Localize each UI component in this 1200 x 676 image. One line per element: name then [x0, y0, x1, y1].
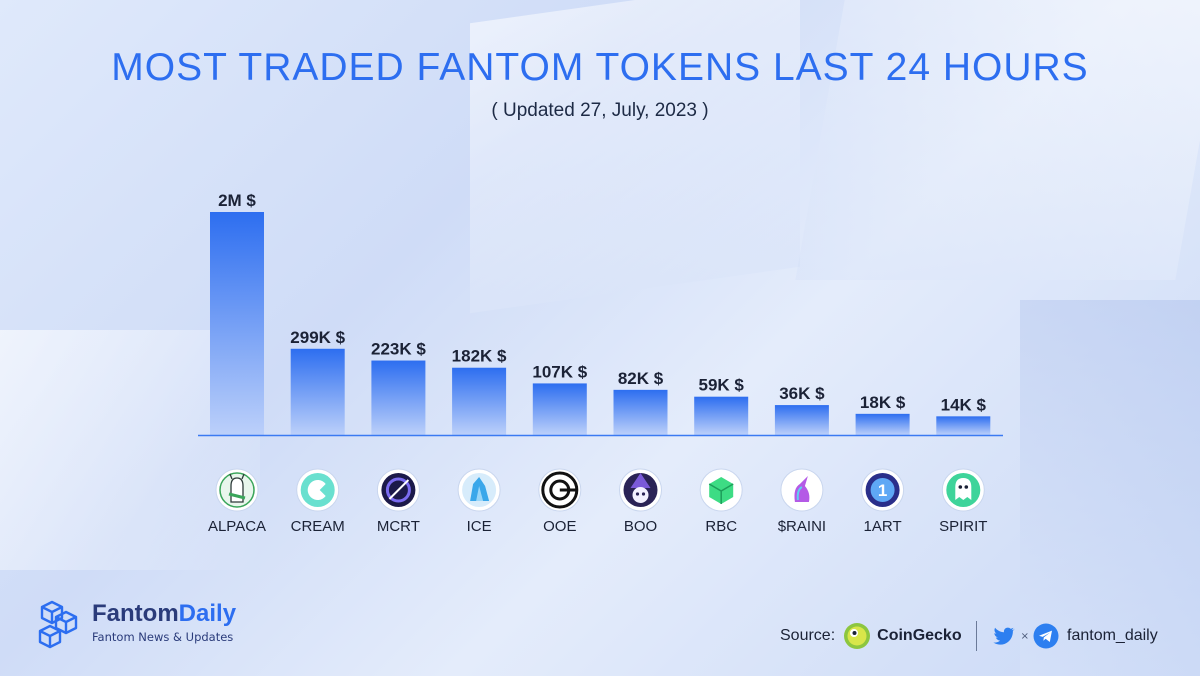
value-label: 299K $: [290, 328, 345, 347]
value-label: 82K $: [618, 369, 664, 388]
chart-subtitle: ( Updated 27, July, 2023 ): [491, 100, 709, 121]
source-name: CoinGecko: [877, 627, 962, 644]
brand-name: FantomDaily: [92, 600, 236, 628]
twitter-icon: [993, 627, 1015, 645]
bar-alpaca: [210, 212, 264, 435]
alpaca-icon: [215, 468, 259, 512]
tick-labels-layer: ALPACA CREAM MCRT ICE OOE BOO RBC $RAINI 1ART SPI…: [208, 518, 988, 535]
tick-label: OOE: [543, 518, 576, 535]
bars-layer: 2M $ 299K $ 223K $ 182K $ 107K $ 82K $ 59K $ 36…: [210, 191, 991, 435]
tick-label: MCRT: [377, 518, 420, 535]
cream-icon: [296, 468, 340, 512]
bar-ice: [452, 367, 507, 435]
value-label: 2M $: [218, 191, 256, 210]
brand-logo: FantomDaily Fantom News & Updates: [36, 598, 276, 654]
bar-mcrt: [371, 360, 426, 435]
telegram-icon: [1033, 623, 1059, 649]
bar-cream: [290, 348, 345, 435]
mcrt-icon: [376, 468, 420, 512]
brand-tagline: Fantom News & Updates: [92, 630, 234, 644]
tick-label: ALPACA: [208, 518, 266, 535]
value-label: 14K $: [941, 395, 987, 414]
1art-icon: 1: [861, 468, 905, 512]
bar-ooe: [532, 383, 587, 435]
separator-x: ×: [1020, 630, 1029, 642]
ice-icon: [457, 468, 501, 512]
tick-label: SPIRIT: [939, 518, 987, 535]
source-bar: Source: CoinGecko × fantom_daily: [780, 620, 1158, 652]
boo-icon: [619, 468, 662, 512]
raini-icon: [780, 468, 824, 512]
bar-boo: [613, 389, 668, 435]
value-label: 36K $: [779, 384, 825, 403]
ooe-icon: [538, 468, 582, 512]
bar-rbc: [694, 396, 749, 435]
social-handle: fantom_daily: [1067, 627, 1158, 644]
tick-label: RBC: [705, 518, 737, 535]
value-label: 107K $: [532, 362, 587, 381]
tick-label: BOO: [624, 518, 657, 535]
spirit-icon: [941, 468, 985, 512]
bar-1art: [855, 413, 910, 435]
tick-label: ICE: [467, 518, 492, 535]
rbc-icon: [699, 468, 743, 512]
brand-name-part2: Daily: [178, 600, 237, 627]
value-label: 182K $: [452, 347, 507, 366]
value-label: 18K $: [860, 393, 906, 412]
bar-raini: [774, 405, 829, 435]
chart-title: MOST TRADED FANTOM TOKENS LAST 24 HOURS: [111, 46, 1089, 89]
coingecko-icon: [844, 623, 871, 649]
divider: [975, 621, 977, 651]
source-label: Source:: [780, 627, 836, 644]
tick-label: 1ART: [864, 518, 902, 535]
value-label: 223K $: [371, 340, 426, 359]
icon-glyph: 1: [878, 481, 887, 500]
brand-name-part1: Fantom: [92, 600, 179, 627]
fantom-cubes-icon: [38, 600, 78, 649]
token-icons-layer: 1: [215, 468, 985, 512]
tick-label: $RAINI: [778, 518, 826, 535]
value-label: 59K $: [699, 376, 745, 395]
bar-spirit: [936, 416, 991, 435]
bar-chart: 2M $ 299K $ 223K $ 182K $ 107K $ 82K $ 59K $ 36…: [198, 191, 1003, 535]
tick-label: CREAM: [291, 518, 345, 535]
